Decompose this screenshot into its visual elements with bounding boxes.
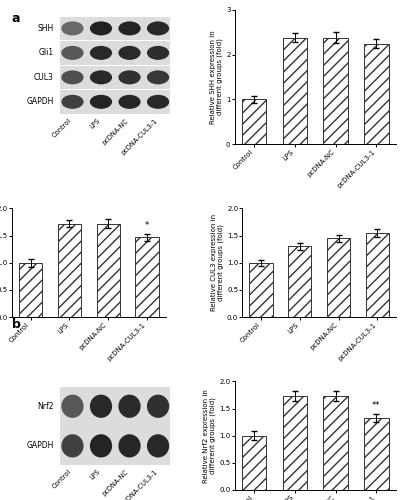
Text: CUL3: CUL3 bbox=[34, 73, 54, 82]
Bar bbox=[60, 16, 170, 40]
Bar bbox=[249, 263, 273, 317]
Bar bbox=[135, 238, 159, 317]
Ellipse shape bbox=[90, 95, 112, 109]
Text: **: ** bbox=[372, 400, 381, 409]
Ellipse shape bbox=[90, 434, 112, 458]
Text: Control: Control bbox=[51, 468, 72, 489]
Ellipse shape bbox=[118, 22, 141, 36]
Ellipse shape bbox=[61, 394, 84, 418]
Bar bbox=[364, 44, 389, 144]
Bar bbox=[327, 238, 350, 317]
Ellipse shape bbox=[147, 434, 169, 458]
Bar bbox=[60, 41, 170, 64]
Text: LPS: LPS bbox=[88, 468, 101, 481]
Ellipse shape bbox=[147, 394, 169, 418]
Bar bbox=[324, 396, 348, 490]
Bar bbox=[60, 387, 170, 426]
Ellipse shape bbox=[118, 70, 141, 85]
Ellipse shape bbox=[90, 70, 112, 85]
Text: pcDNA-CUL3-1: pcDNA-CUL3-1 bbox=[120, 118, 158, 156]
Ellipse shape bbox=[147, 46, 169, 60]
Bar bbox=[19, 263, 42, 317]
Text: LPS: LPS bbox=[88, 118, 101, 130]
Text: pcDNA-NC: pcDNA-NC bbox=[101, 468, 130, 496]
Bar bbox=[60, 90, 170, 114]
Bar bbox=[60, 426, 170, 465]
Ellipse shape bbox=[61, 95, 84, 109]
Y-axis label: Relative CUL3 expression in
different groups (fold): Relative CUL3 expression in different gr… bbox=[211, 214, 224, 312]
Bar bbox=[324, 38, 348, 144]
Text: GAPDH: GAPDH bbox=[26, 98, 54, 106]
Ellipse shape bbox=[118, 95, 141, 109]
Ellipse shape bbox=[118, 46, 141, 60]
Ellipse shape bbox=[118, 394, 141, 418]
Ellipse shape bbox=[118, 434, 141, 458]
Ellipse shape bbox=[61, 434, 84, 458]
Ellipse shape bbox=[147, 22, 169, 36]
Y-axis label: Relative SHH expression in
different groups (fold): Relative SHH expression in different gro… bbox=[210, 30, 223, 124]
Bar bbox=[242, 100, 266, 144]
Bar bbox=[288, 246, 312, 317]
Ellipse shape bbox=[61, 46, 84, 60]
Ellipse shape bbox=[147, 70, 169, 85]
Ellipse shape bbox=[90, 46, 112, 60]
Ellipse shape bbox=[90, 394, 112, 418]
Y-axis label: Relative Nrf2 expression in
different groups (fold): Relative Nrf2 expression in different gr… bbox=[203, 389, 216, 482]
Bar bbox=[283, 396, 307, 490]
Ellipse shape bbox=[61, 70, 84, 85]
Bar bbox=[364, 418, 389, 490]
Bar bbox=[366, 233, 389, 317]
Text: b: b bbox=[12, 318, 21, 330]
Text: Nrf2: Nrf2 bbox=[38, 402, 54, 410]
Text: pcDNA-NC: pcDNA-NC bbox=[101, 118, 130, 146]
Bar bbox=[58, 224, 81, 317]
Text: a: a bbox=[12, 12, 20, 26]
Ellipse shape bbox=[90, 22, 112, 36]
Text: SHH: SHH bbox=[38, 24, 54, 33]
Text: pcDNA-CUL3-1: pcDNA-CUL3-1 bbox=[120, 468, 158, 500]
Bar bbox=[60, 66, 170, 89]
Bar bbox=[96, 224, 120, 317]
Ellipse shape bbox=[61, 22, 84, 36]
Text: GAPDH: GAPDH bbox=[26, 442, 54, 450]
Text: Control: Control bbox=[51, 118, 72, 139]
Text: *: * bbox=[145, 220, 149, 230]
Bar bbox=[283, 38, 307, 144]
Bar bbox=[242, 436, 266, 490]
Text: Gli1: Gli1 bbox=[39, 48, 54, 58]
Ellipse shape bbox=[147, 95, 169, 109]
